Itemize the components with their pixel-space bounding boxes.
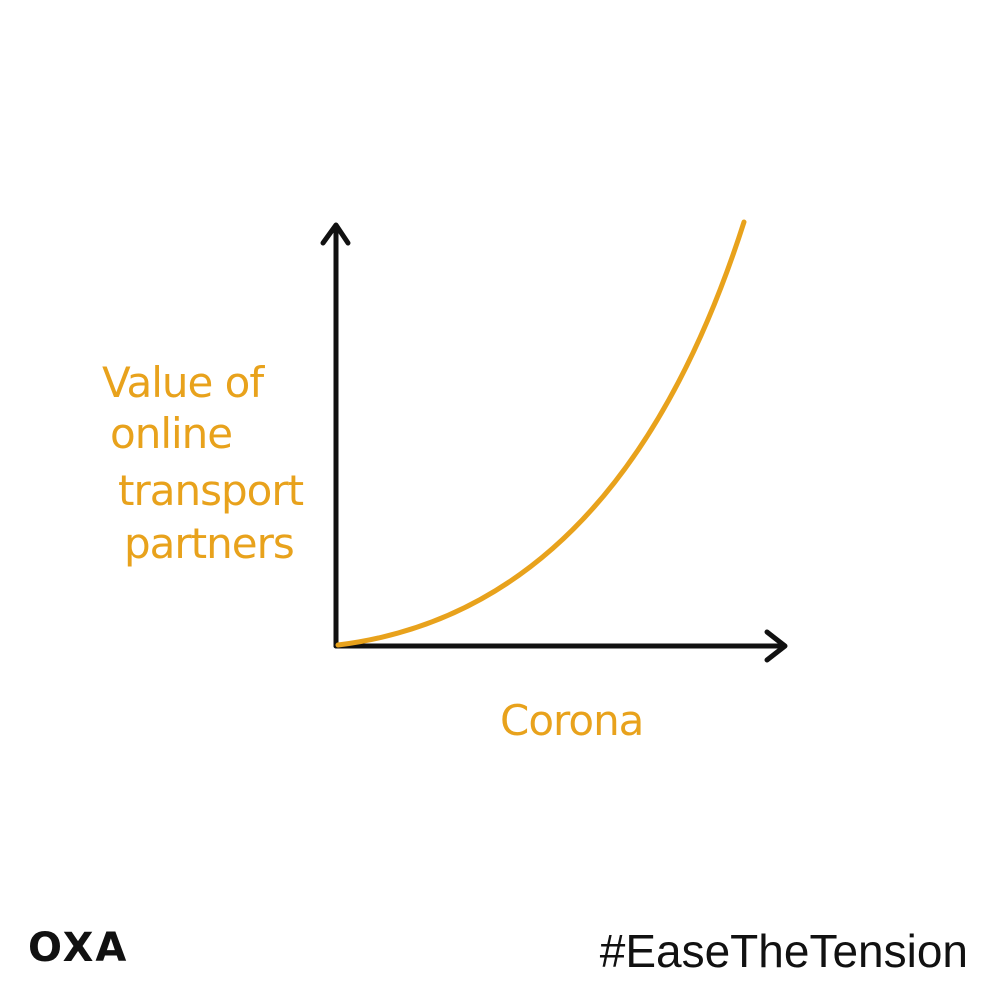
y-axis-label-line-3: transport: [118, 466, 304, 515]
brand-logo: OXA: [28, 925, 129, 971]
hashtag-text: #EaseTheTension: [599, 925, 968, 977]
y-axis-arrowhead: [320, 222, 351, 246]
x-axis-arrowhead: [764, 629, 788, 663]
y-axis-label-line-4: partners: [124, 519, 294, 568]
y-axis-label-line-1: Value of: [102, 358, 265, 407]
x-axis-label: Corona: [500, 696, 643, 745]
y-axis-label-line-2: online: [110, 409, 232, 458]
growth-curve: [335, 219, 747, 648]
